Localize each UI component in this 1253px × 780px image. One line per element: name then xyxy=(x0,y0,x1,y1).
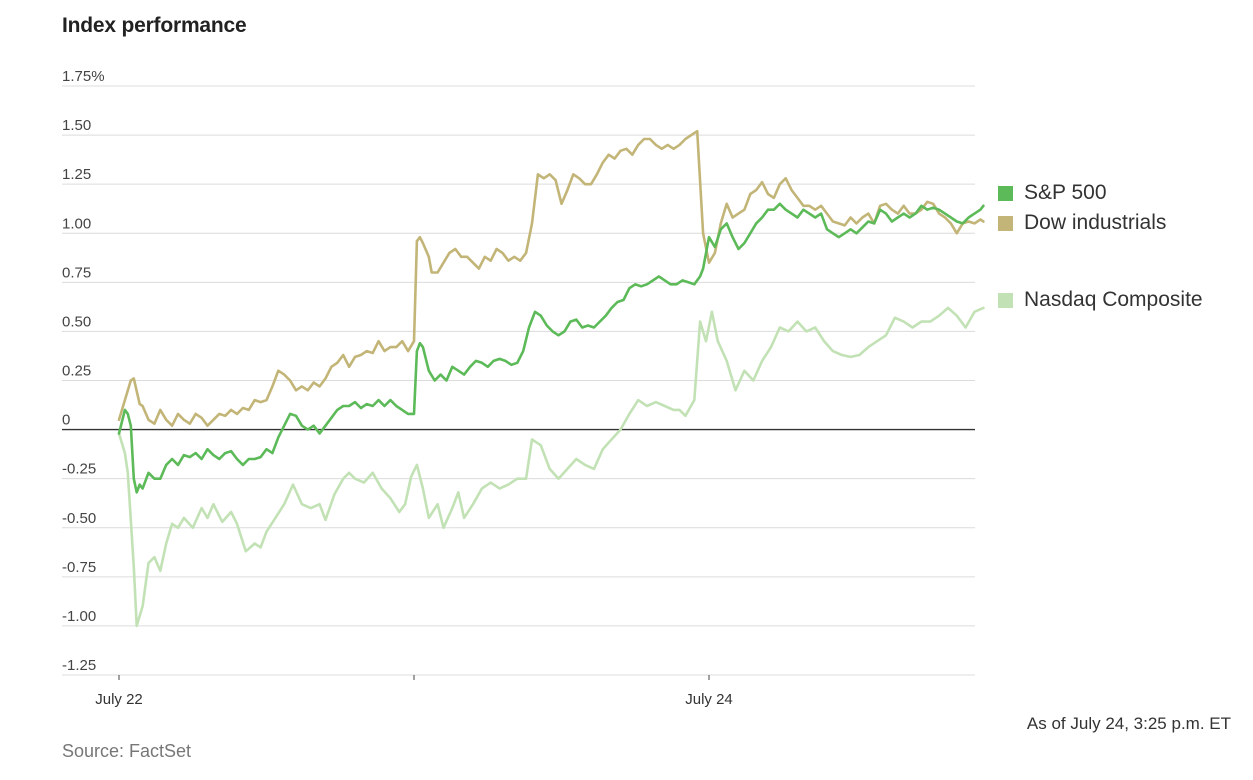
y-tick-label: 1.75% xyxy=(62,68,105,85)
series-line-s-p-500 xyxy=(117,202,985,494)
x-tick-label: July 22 xyxy=(95,691,143,708)
legend-item-nasdaq: Nasdaq Composite xyxy=(998,288,1203,312)
series-line-dow-industrials xyxy=(117,129,985,427)
legend-label-sp500: S&P 500 xyxy=(1024,181,1107,204)
chart-title: Index performance xyxy=(62,14,247,37)
series-lines xyxy=(117,129,985,628)
legend-label-nasdaq: Nasdaq Composite xyxy=(1024,288,1203,311)
y-tick-label: 0.75 xyxy=(62,264,91,281)
y-tick-label: 0 xyxy=(62,412,70,429)
legend-swatch-dow xyxy=(998,215,1013,231)
as-of-timestamp: As of July 24, 3:25 p.m. ET xyxy=(1026,714,1231,733)
legend-item-sp500: S&P 500 xyxy=(998,181,1107,205)
y-tick-label: 0.50 xyxy=(62,313,91,330)
x-axis-ticks: July 22 July 24 xyxy=(95,675,733,708)
y-tick-label: 0.25 xyxy=(62,363,91,380)
y-tick-label: -0.25 xyxy=(62,461,96,478)
y-axis-ticks: 1.75% 1.50 1.25 1.00 0.75 0.50 0.25 0 -0.25 -0.50… xyxy=(62,68,105,674)
y-tick-label: -0.75 xyxy=(62,559,96,576)
y-tick-label: -1.00 xyxy=(62,608,96,625)
y-tick-label: -1.25 xyxy=(62,657,96,674)
legend-swatch-sp500 xyxy=(998,185,1013,201)
legend-label-dow: Dow industrials xyxy=(1024,211,1167,234)
gridlines xyxy=(62,85,975,676)
y-tick-label: 1.00 xyxy=(62,215,91,232)
series-line-nasdaq-composite xyxy=(117,306,985,628)
source-note: Source: FactSet xyxy=(62,741,192,761)
y-tick-label: -0.50 xyxy=(62,510,96,527)
legend-swatch-nasdaq xyxy=(998,292,1013,308)
y-tick-label: 1.25 xyxy=(62,166,91,183)
y-tick-label: 1.50 xyxy=(62,117,91,134)
legend-item-dow: Dow industrials xyxy=(998,211,1166,235)
x-tick-label: July 24 xyxy=(685,691,733,708)
